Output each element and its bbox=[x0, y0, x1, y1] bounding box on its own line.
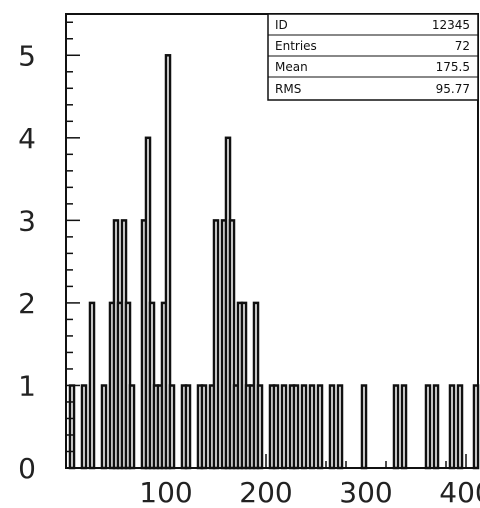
y-tick-label: 1 bbox=[18, 370, 36, 403]
histogram-bar bbox=[424, 384, 432, 470]
stats-key-mean: Mean bbox=[275, 60, 308, 74]
y-tick-labels: 0 1 2 3 4 5 bbox=[18, 39, 36, 485]
stats-value-id: 12345 bbox=[432, 18, 470, 32]
histogram-bar bbox=[456, 384, 464, 470]
axis-ticks bbox=[66, 21, 467, 469]
histogram-bar bbox=[360, 384, 368, 470]
y-tick-label: 0 bbox=[18, 452, 36, 485]
histogram-bar bbox=[228, 219, 236, 470]
y-tick-label: 3 bbox=[18, 204, 36, 237]
histogram-bars bbox=[68, 54, 480, 470]
histogram-bar bbox=[328, 384, 336, 470]
stats-key-entries: Entries bbox=[275, 39, 317, 53]
x-tick-label: 400 bbox=[439, 476, 480, 508]
histogram-bar bbox=[200, 384, 208, 470]
histogram-bar bbox=[432, 384, 440, 470]
histogram-bar bbox=[280, 384, 288, 470]
x-tick-label: 300 bbox=[339, 476, 392, 508]
histogram-bar bbox=[308, 384, 316, 470]
histogram-bar bbox=[164, 54, 172, 470]
histogram-bar bbox=[336, 384, 344, 470]
histogram-bar bbox=[168, 384, 176, 470]
y-tick-label: 4 bbox=[18, 122, 36, 155]
y-tick-label: 5 bbox=[18, 39, 36, 72]
histogram-bar bbox=[212, 219, 220, 470]
histogram-bar bbox=[392, 384, 400, 470]
histogram-bar bbox=[184, 384, 192, 470]
histogram-bar bbox=[68, 384, 76, 470]
histogram-bar bbox=[128, 384, 136, 470]
stats-box-frame bbox=[267, 13, 479, 101]
stats-value-entries: 72 bbox=[455, 39, 470, 53]
stats-box: ID 12345 Entries 72 Mean 175.5 RMS 95.77 bbox=[267, 13, 479, 101]
histogram-bar bbox=[472, 384, 480, 470]
stats-key-id: ID bbox=[275, 18, 288, 32]
histogram-bar bbox=[448, 384, 456, 470]
stats-value-mean: 175.5 bbox=[436, 60, 470, 74]
histogram-bar bbox=[88, 301, 96, 470]
histogram-bar bbox=[272, 384, 280, 470]
histogram-bar bbox=[80, 384, 88, 470]
histogram-bar bbox=[256, 384, 264, 470]
x-tick-label: 200 bbox=[239, 476, 292, 508]
x-tick-label: 100 bbox=[139, 476, 192, 508]
histogram-bar bbox=[300, 384, 308, 470]
y-tick-label: 2 bbox=[18, 287, 36, 320]
histogram-bar bbox=[100, 384, 108, 470]
histogram-bar bbox=[292, 384, 300, 470]
histogram-bar bbox=[316, 384, 324, 470]
stats-value-rms: 95.77 bbox=[436, 82, 470, 96]
histogram-bar bbox=[400, 384, 408, 470]
stats-key-rms: RMS bbox=[275, 82, 301, 96]
x-tick-labels: 100 200 300 400 bbox=[139, 476, 480, 508]
